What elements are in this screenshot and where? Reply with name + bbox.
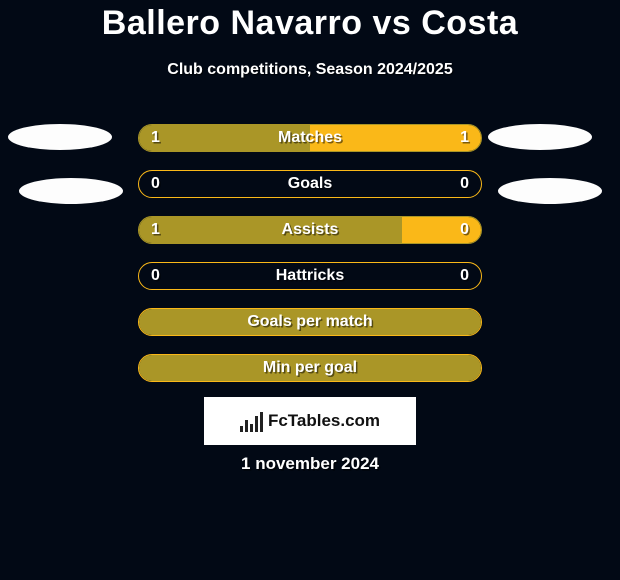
player-photo-placeholder (498, 178, 602, 204)
player-photo-placeholder (8, 124, 112, 150)
stat-row: Min per goal (138, 354, 482, 382)
stat-row: 00Hattricks (138, 262, 482, 290)
stat-label: Matches (139, 125, 481, 151)
source-badge-text: FcTables.com (268, 411, 380, 431)
stat-label: Assists (139, 217, 481, 243)
player-photo-placeholder (19, 178, 123, 204)
stat-label: Goals per match (139, 309, 481, 335)
stat-row: Goals per match (138, 308, 482, 336)
comparison-infographic: Ballero Navarro vs Costa Club competitio… (0, 0, 620, 580)
stat-row: 11Matches (138, 124, 482, 152)
player-photo-placeholder (488, 124, 592, 150)
date-line: 1 november 2024 (0, 454, 620, 474)
bar-chart-icon (240, 410, 264, 432)
stat-label: Hattricks (139, 263, 481, 289)
page-title: Ballero Navarro vs Costa (0, 4, 620, 43)
source-badge: FcTables.com (204, 397, 416, 445)
stat-label: Min per goal (139, 355, 481, 381)
stats-block: 11Matches 00Goals 10Assists 00Hattricks Goal… (138, 124, 482, 400)
stat-label: Goals (139, 171, 481, 197)
stat-row: 10Assists (138, 216, 482, 244)
stat-row: 00Goals (138, 170, 482, 198)
source-badge-inner: FcTables.com (240, 410, 380, 432)
page-subtitle: Club competitions, Season 2024/2025 (0, 61, 620, 79)
